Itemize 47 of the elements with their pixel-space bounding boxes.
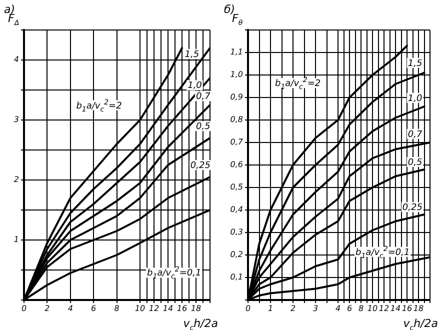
x-tick-label: 12 bbox=[148, 304, 160, 313]
x-tick-label: 14 bbox=[162, 304, 174, 313]
y-tick-label: 2 bbox=[14, 175, 19, 184]
y-tick-label: 0,8 bbox=[230, 115, 243, 124]
x-tick-label: 4 bbox=[335, 304, 341, 313]
x-tick-label: 6 bbox=[91, 304, 96, 313]
x-tick-label: 8 bbox=[114, 304, 120, 313]
x-tick-label: 1 bbox=[268, 304, 274, 313]
x-tick-label: 18 bbox=[413, 304, 424, 313]
series-label: 0,25 bbox=[402, 203, 423, 214]
series-label: 1,5 bbox=[184, 50, 200, 60]
y-tick-label: 0,6 bbox=[230, 160, 243, 170]
y-tick-label: 1 bbox=[14, 235, 19, 244]
x-tick-label: 10 bbox=[367, 304, 378, 313]
x-tick-label: 0 bbox=[245, 304, 251, 313]
x-tick-label: 18 bbox=[190, 304, 202, 313]
x-tick-label: 12 bbox=[378, 304, 390, 313]
y-tick-label: 3 bbox=[14, 115, 19, 124]
x-tick-label: 0 bbox=[21, 304, 27, 313]
y-tick-label: 1,1 bbox=[230, 48, 243, 57]
series-label: 0,25 bbox=[190, 160, 211, 171]
y-tick-label: 0,7 bbox=[230, 138, 244, 147]
series-label: 1,5 bbox=[408, 58, 423, 69]
x-tick-label: 6 bbox=[346, 304, 352, 313]
y-tick-label: 0,1 bbox=[230, 272, 243, 282]
x-tick-label: 4 bbox=[68, 304, 73, 313]
series-label: 0,5 bbox=[196, 122, 211, 132]
y-tick-label: 0,2 bbox=[230, 250, 243, 260]
y-tick-label: 0,9 bbox=[230, 92, 243, 102]
x-tick-label: 16 bbox=[176, 304, 188, 313]
x-tick-label: 2 bbox=[44, 304, 50, 313]
y-tick-label: 1,0 bbox=[230, 70, 243, 80]
x-tick-label: 2 bbox=[290, 304, 296, 313]
series-label: 0,7 bbox=[408, 130, 423, 140]
x-tick-label: 3 bbox=[312, 304, 318, 313]
y-tick-label: 4 bbox=[14, 55, 19, 64]
x-tick-label: 14 bbox=[390, 304, 401, 313]
y-tick-label: 0,3 bbox=[230, 228, 243, 237]
y-tick-label: 0,5 bbox=[230, 182, 243, 192]
series-label: 1,0 bbox=[408, 94, 423, 104]
series-label: 0,5 bbox=[408, 158, 423, 168]
series-label: 1,0 bbox=[188, 81, 202, 92]
series-label: 0,7 bbox=[196, 92, 211, 102]
x-tick-label: 8 bbox=[358, 304, 364, 313]
x-tick-label: 16 bbox=[402, 304, 412, 313]
x-tick-label: 10 bbox=[134, 304, 146, 313]
y-tick-label: 0,4 bbox=[230, 205, 243, 214]
